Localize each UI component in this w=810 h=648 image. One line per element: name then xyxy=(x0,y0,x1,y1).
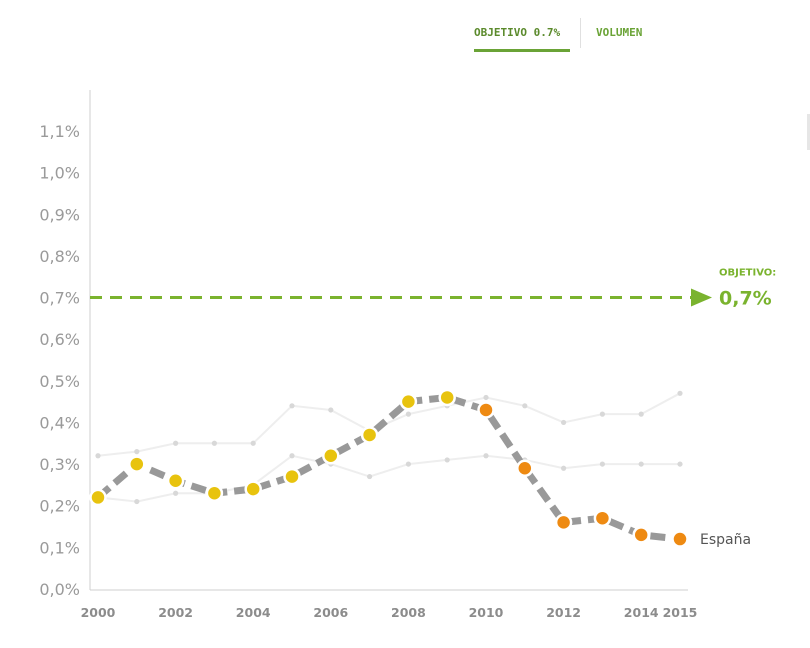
y-tick-label: 0,8% xyxy=(39,247,80,266)
espana-series-point[interactable] xyxy=(477,401,495,419)
comparison-series-point xyxy=(444,457,450,463)
comparison-series-line xyxy=(97,454,680,503)
comparison-series-point xyxy=(561,465,567,471)
comparison-series-point xyxy=(405,411,411,417)
x-tick-label: 2006 xyxy=(313,605,348,620)
espana-series-point[interactable] xyxy=(671,530,689,548)
espana-series-point[interactable] xyxy=(205,484,224,502)
y-tick-label: 0,0% xyxy=(39,580,80,599)
x-tick-label: 2015 xyxy=(663,605,698,620)
y-tick-label: 0,5% xyxy=(39,372,80,391)
espana-series-point[interactable] xyxy=(128,455,146,473)
comparison-series-point xyxy=(173,490,179,496)
comparison-series-point xyxy=(250,440,256,446)
x-tick-label: 2004 xyxy=(236,605,271,620)
espana-series-line xyxy=(95,393,681,543)
comparison-series-point xyxy=(677,461,683,467)
y-tick-label: 0,9% xyxy=(39,205,80,224)
tab-volumen[interactable]: VOLUMEN xyxy=(596,26,643,39)
y-ticks: 0,0% 0,1% 0,2% 0,3% 0,4% 0,5% 0,6% 0,7% 0,8% 0,9%… xyxy=(39,122,80,599)
comparison-series-point xyxy=(599,411,606,417)
y-tick-label: 0,7% xyxy=(39,289,80,308)
y-tick-label: 0,6% xyxy=(39,330,80,349)
comparison-series-point xyxy=(95,453,101,459)
y-tick-label: 0,3% xyxy=(39,455,80,474)
comparison-series-point xyxy=(599,461,606,467)
target-line-group: OBJETIVO: 0,7% xyxy=(90,268,776,310)
comparison-series-point xyxy=(134,498,140,505)
espana-series-point[interactable] xyxy=(516,459,534,478)
espana-series-point[interactable] xyxy=(593,509,612,527)
x-tick-label: 2014 xyxy=(624,605,659,620)
espana-series-point[interactable] xyxy=(438,388,456,407)
x-tick-label: 2010 xyxy=(469,605,504,620)
espana-series-point[interactable] xyxy=(283,467,301,486)
y-tick-label: 0,2% xyxy=(39,497,80,516)
target-arrow-icon xyxy=(691,288,712,307)
comparison-series-point xyxy=(522,403,528,409)
background-series xyxy=(95,390,683,505)
comparison-series-point xyxy=(289,453,295,459)
comparison-series-point xyxy=(289,403,295,409)
main-series xyxy=(89,388,689,548)
espana-series-point[interactable] xyxy=(554,513,573,532)
comparison-series-point xyxy=(638,411,644,417)
espana-series-point[interactable] xyxy=(360,426,379,444)
x-tick-label: 2002 xyxy=(158,605,193,620)
comparison-series-point xyxy=(405,461,411,467)
comparison-series-line xyxy=(97,392,681,457)
comparison-series-point xyxy=(134,449,140,455)
espana-series-point[interactable] xyxy=(632,526,650,544)
espana-series-point[interactable] xyxy=(166,471,185,490)
tab-objetivo[interactable]: OBJETIVO 0.7% xyxy=(474,18,570,52)
comparison-series-point xyxy=(367,473,373,480)
y-tick-label: 0,4% xyxy=(39,413,80,432)
espana-series-point[interactable] xyxy=(322,447,340,465)
comparison-series-point xyxy=(561,419,567,426)
y-tick-label: 1,1% xyxy=(39,122,80,141)
comparison-series-point xyxy=(211,440,217,446)
comparison-series-point xyxy=(483,453,489,459)
target-value: 0,7% xyxy=(719,288,772,310)
y-tick-label: 0,1% xyxy=(39,538,80,557)
scrollbar[interactable] xyxy=(807,114,810,150)
comparison-series-point xyxy=(483,394,489,401)
x-ticks: 2000 2002 2004 2006 2008 2010 2012 2014 2015 xyxy=(81,605,698,620)
target-title: OBJETIVO: xyxy=(719,268,776,279)
tab-divider xyxy=(580,18,581,48)
x-tick-label: 2000 xyxy=(81,605,116,620)
comparison-series-point xyxy=(638,461,644,467)
series-label-espana: España xyxy=(700,532,751,548)
x-tick-label: 2008 xyxy=(391,605,426,620)
comparison-series-point xyxy=(328,407,334,413)
comparison-series-point xyxy=(677,390,683,396)
y-tick-label: 1,0% xyxy=(39,164,80,183)
x-tick-label: 2012 xyxy=(546,605,581,620)
espana-series-point[interactable] xyxy=(244,480,262,498)
espana-series-point[interactable] xyxy=(399,392,418,411)
comparison-series-point xyxy=(173,440,179,446)
espana-series-point[interactable] xyxy=(89,488,107,507)
